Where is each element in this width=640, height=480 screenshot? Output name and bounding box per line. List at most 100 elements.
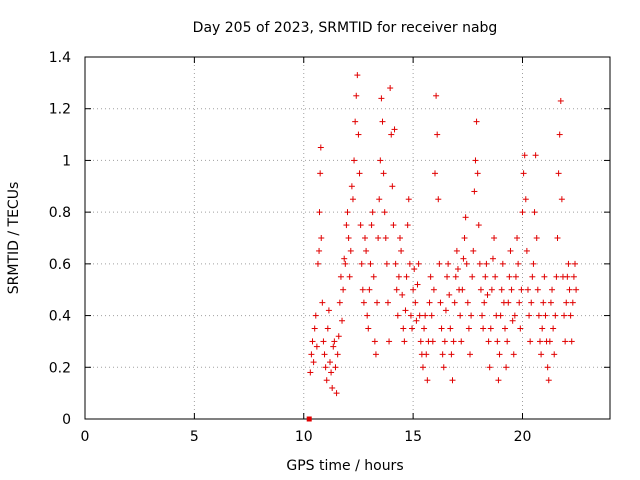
data-point [554, 235, 561, 241]
data-point [461, 235, 468, 241]
data-point [495, 377, 502, 384]
data-point [531, 209, 538, 216]
data-point [378, 95, 385, 102]
data-point [511, 312, 518, 319]
data-point [401, 338, 408, 345]
data-point [487, 325, 494, 332]
data-point [336, 299, 343, 306]
data-point [319, 299, 326, 306]
data-point [460, 255, 467, 262]
data-point [390, 222, 397, 229]
data-point [450, 338, 457, 345]
data-point [335, 333, 342, 340]
data-point [569, 299, 576, 306]
x-tick-label: 15 [404, 429, 422, 445]
y-tick-label: 0.2 [49, 360, 71, 376]
data-point [357, 222, 364, 229]
data-point [386, 338, 393, 345]
data-point [395, 273, 402, 280]
data-point [324, 325, 331, 332]
data-point [502, 325, 508, 332]
data-point [457, 312, 464, 319]
data-point [535, 312, 542, 319]
data-point [528, 299, 535, 306]
data-point [310, 359, 317, 366]
data-point [459, 286, 466, 293]
data-point [436, 260, 443, 267]
data-point [337, 273, 344, 280]
data-point [359, 286, 366, 293]
data-point [526, 312, 533, 319]
data-point [307, 369, 314, 376]
data-point [488, 286, 495, 293]
data-point [331, 338, 338, 345]
data-point [484, 291, 491, 298]
data-point [437, 299, 444, 306]
data-point [369, 209, 376, 216]
data-point [406, 260, 413, 267]
data-point [380, 170, 387, 177]
data-point [572, 260, 578, 267]
data-point [428, 312, 435, 319]
data-point [532, 152, 539, 159]
y-tick-label: 0.6 [49, 257, 71, 273]
data-point [521, 152, 528, 159]
data-points [306, 72, 580, 422]
data-point [503, 364, 510, 371]
plot-frame [84, 56, 611, 420]
data-point [345, 235, 352, 241]
data-point [516, 299, 523, 306]
data-point [518, 286, 525, 293]
data-point [328, 369, 335, 376]
data-point [342, 260, 349, 267]
data-point [475, 222, 482, 229]
x-tick-label: 5 [190, 429, 199, 445]
data-point [387, 85, 394, 92]
data-point [458, 338, 465, 345]
data-point [551, 351, 558, 358]
data-point [329, 384, 336, 391]
data-point [557, 97, 564, 104]
data-point [568, 338, 575, 345]
data-point [426, 299, 433, 306]
data-point [546, 338, 553, 345]
data-point [533, 235, 540, 241]
data-point [441, 338, 448, 345]
data-point [332, 364, 339, 371]
data-point [473, 118, 480, 125]
data-point [492, 273, 499, 280]
data-point [537, 338, 543, 345]
data-point [367, 260, 374, 267]
data-point [509, 317, 516, 324]
y-axis-label: SRMTID / TECUs [6, 182, 22, 295]
data-point [452, 273, 459, 280]
data-point [507, 247, 514, 254]
data-point [512, 273, 519, 280]
data-point [547, 299, 554, 306]
data-point [424, 377, 431, 384]
y-tick-label: 0 [62, 412, 71, 428]
data-point [496, 351, 503, 358]
data-point [356, 170, 363, 177]
data-point [377, 157, 384, 164]
data-point [510, 351, 517, 358]
data-point [412, 299, 419, 306]
data-point [541, 273, 548, 280]
data-point [347, 247, 354, 254]
data-point [565, 260, 572, 267]
data-point [382, 235, 389, 241]
data-point [358, 260, 365, 267]
data-point [340, 286, 347, 293]
data-point [562, 338, 569, 345]
data-point [545, 377, 552, 384]
data-point [561, 312, 568, 319]
data-point [550, 325, 557, 332]
data-point [351, 157, 358, 164]
data-point [366, 286, 373, 293]
data-point [374, 299, 381, 306]
y-tick-label: 0.4 [49, 309, 71, 325]
data-point [411, 266, 418, 273]
data-point [555, 170, 562, 177]
data-point [417, 338, 424, 345]
